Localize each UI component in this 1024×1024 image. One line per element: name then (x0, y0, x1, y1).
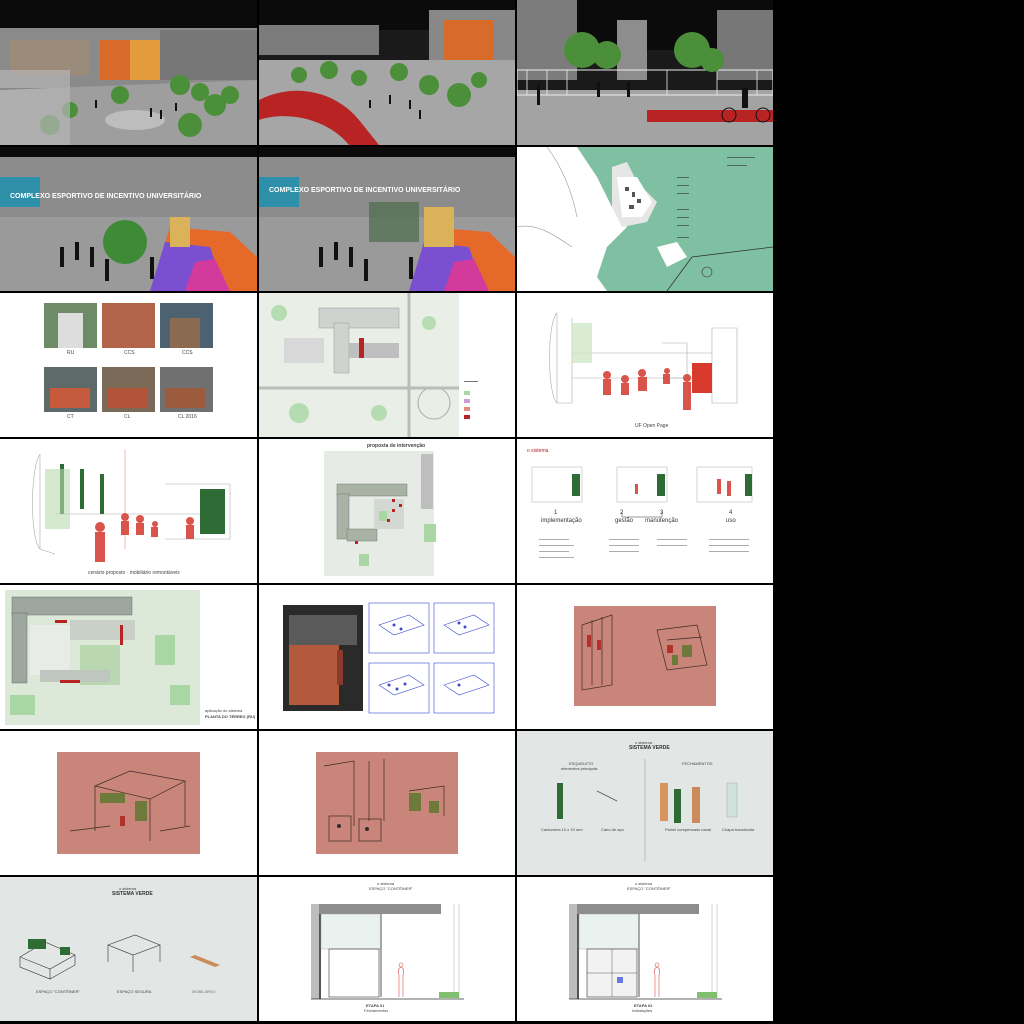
render-sports-complex-1: COMPLEXO ESPORTIVO DE INCENTIVO UNIVERSI… (0, 147, 257, 291)
components-right-label: FECHAMENTOS (682, 761, 713, 766)
component-3-label: Painel compensado naval (665, 827, 711, 832)
spaces-heading-small: o sistema (119, 886, 137, 891)
photo-grid-campus: RU CCS CCS CT CL CL 2016 (0, 293, 257, 437)
component-4-label: Chapa translúcida (722, 827, 755, 832)
space-label-2: ESPAÇO SEGURA (117, 989, 152, 994)
container-stage-1-art (311, 904, 464, 1000)
render-sports-complex-2: COMPLEXO ESPORTIVO DE INCENTIVO UNIVERSI… (259, 147, 515, 291)
photo-caption-1: RU (67, 350, 75, 356)
step-1-num: 1 (554, 510, 558, 516)
render-plaza-bikepath-art (259, 0, 515, 145)
step-2-num: 2 (620, 510, 624, 516)
system-components-art (557, 759, 738, 861)
stage2-stage-label: Instalações (632, 1008, 653, 1013)
step-3-label: manutenção (645, 518, 679, 524)
site-plan-existing (259, 293, 515, 437)
sketch-perspective-1-art (574, 606, 716, 706)
step-1-label: implementação (541, 518, 582, 524)
step-4-num: 4 (729, 510, 733, 516)
photo-and-axonometrics (259, 585, 515, 729)
container-stage-2-art (569, 904, 722, 1000)
render-street-cyclist (517, 0, 773, 145)
step-4-label: uso (726, 518, 736, 524)
container-stage-2: o sistema ESPAÇO "CONTÊINER" ETAPA 02 In… (517, 877, 773, 1021)
render-plaza-bikepath (259, 0, 515, 145)
open-page-diagram-art (549, 312, 738, 410)
open-page-caption: UF Open Page (635, 423, 669, 429)
intervention-plan: proposta de intervenção (259, 439, 515, 583)
sketch-perspective-3 (259, 731, 515, 875)
sketch-perspective-3-art (316, 752, 458, 854)
complex-banner-2: COMPLEXO ESPORTIVO DE INCENTIVO UNIVERSI… (269, 187, 461, 194)
components-heading: SISTEMA VERDE (629, 745, 670, 751)
render-campus-aerial (0, 0, 257, 145)
sketch-perspective-2 (0, 731, 257, 875)
map-island-location (517, 147, 773, 291)
photo-grid-campus-art (44, 303, 213, 412)
system-heading: o sistema (527, 448, 549, 454)
space-label-1: ESPAÇO "CONTÊINER" (36, 989, 80, 994)
system-spaces-art (19, 934, 220, 980)
sketch-perspective-1 (517, 585, 773, 729)
complex-banner-1: COMPLEXO ESPORTIVO DE INCENTIVO UNIVERSI… (10, 193, 202, 200)
components-left-label: ESQUELETO (569, 761, 594, 766)
proposed-scenario-caption: cenário proposto · mobiliário remontávei… (88, 570, 180, 576)
system-phases-diagram-art (531, 466, 753, 558)
ground-plan-caption-2: PLANTA DO TÉRREO (RU) (205, 714, 256, 719)
stage1-heading: ESPAÇO "CONTÊINER" (369, 886, 413, 891)
stage2-heading-small: o sistema (635, 881, 653, 886)
component-2-label: Cabo de aço (601, 827, 624, 832)
space-label-3: MOBILIÁRIO (192, 989, 216, 994)
system-spaces: o sistema SISTEMA VERDE ESPAÇO "CONTÊINE… (0, 877, 257, 1021)
step-2-label: gestão (615, 518, 634, 524)
spaces-heading: SISTEMA VERDE (112, 891, 153, 897)
components-heading-small: o sistema (635, 740, 653, 745)
ground-plan-caption-1: aplicação do sistema (205, 708, 243, 713)
render-sports-complex-1-art (0, 147, 257, 291)
photo-caption-4: CT (67, 414, 74, 420)
sketch-perspective-2-art (57, 752, 200, 854)
open-page-diagram: UF Open Page (517, 293, 773, 437)
site-plan-existing-art (259, 293, 478, 437)
component-1-label: Cantoneira 10 x 10 mm (541, 827, 583, 832)
proposed-scenario-diagram-art (32, 449, 231, 562)
render-street-cyclist-art (517, 0, 773, 145)
ground-floor-plan: aplicação do sistema PLANTA DO TÉRREO (R… (0, 585, 257, 729)
stage1-stage-label: Fechamentos (364, 1008, 389, 1013)
components-left-sublabel: elementos principais (561, 766, 598, 771)
step-3-num: 3 (660, 510, 664, 516)
photo-caption-2: CCS (124, 350, 135, 356)
intervention-plan-art (324, 451, 436, 576)
stage1-stage: ETAPA 01 (366, 1003, 385, 1008)
stage2-heading: ESPAÇO "CONTÊINER" (627, 886, 671, 891)
render-campus-aerial-art (0, 0, 257, 145)
intervention-title: proposta de intervenção (367, 443, 426, 449)
container-stage-1: o sistema ESPAÇO "CONTÊINER" ETAPA 01 Fe… (259, 877, 515, 1021)
ground-floor-plan-art (5, 590, 200, 725)
photo-caption-5: CL (124, 414, 131, 420)
stage1-heading-small: o sistema (377, 881, 395, 886)
proposed-scenario-diagram: cenário proposto · mobiliário remontávei… (0, 439, 257, 583)
map-island-location-art (517, 147, 773, 291)
system-phases-diagram: o sistema 1 implementação 2 gestão 3 man… (517, 439, 773, 583)
stage2-stage: ETAPA 02 (634, 1003, 653, 1008)
system-components: o sistema SISTEMA VERDE ESQUELETO elemen… (517, 731, 773, 875)
render-sports-complex-2-art (259, 147, 515, 291)
photo-caption-6: CL 2016 (178, 414, 197, 420)
photo-and-axonometrics-art (283, 602, 495, 714)
photo-caption-3: CCS (182, 350, 193, 356)
